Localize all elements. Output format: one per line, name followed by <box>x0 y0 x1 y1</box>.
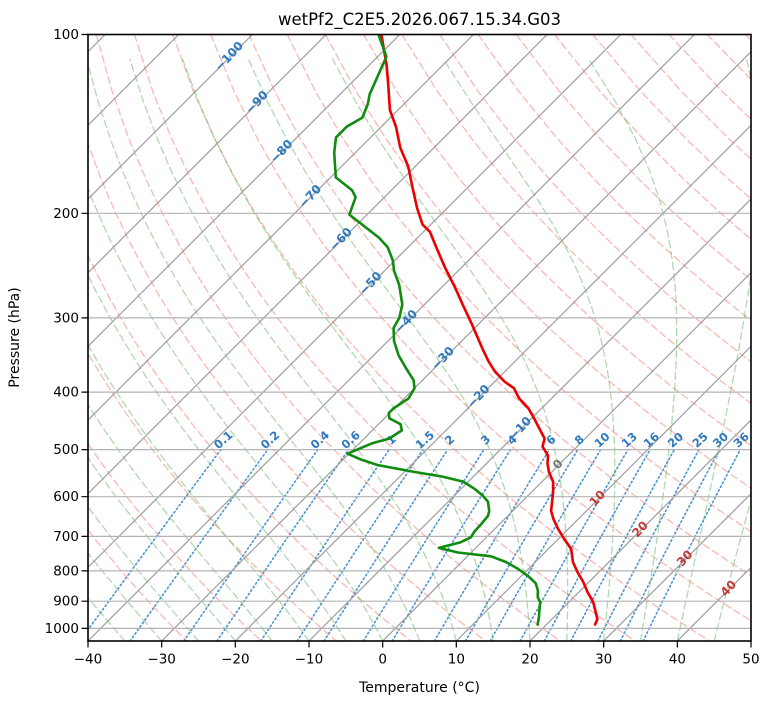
svg-text:−80: −80 <box>267 137 295 166</box>
isotherms <box>88 34 751 641</box>
svg-text:−10: −10 <box>506 414 534 443</box>
svg-text:1.5: 1.5 <box>413 428 438 452</box>
svg-text:8: 8 <box>572 432 587 448</box>
x-tick-label: 10 <box>448 652 465 668</box>
temperature-curve <box>380 34 599 626</box>
x-axis-label: Temperature (°C) <box>358 680 480 696</box>
axes: −40 −30 −20 −10 0 10 20 30 40 5010020030040050060… <box>45 27 760 668</box>
x-tick-label: 40 <box>669 652 686 668</box>
y-tick-label: 600 <box>53 489 79 505</box>
x-tick-label: −40 <box>74 652 103 668</box>
y-tick-label: 500 <box>53 442 79 458</box>
y-tick-label: 900 <box>53 594 79 610</box>
svg-text:−90: −90 <box>242 88 270 117</box>
svg-text:−60: −60 <box>326 225 354 254</box>
y-tick-label: 300 <box>53 310 79 326</box>
y-axis-label: Pressure (hPa) <box>7 287 23 387</box>
svg-text:2: 2 <box>442 432 457 448</box>
svg-text:0.4: 0.4 <box>308 428 333 452</box>
svg-text:25: 25 <box>689 429 710 450</box>
svg-text:20: 20 <box>665 429 686 450</box>
x-tick-label: 30 <box>595 652 612 668</box>
dry-adiabats <box>88 34 751 641</box>
x-tick-label: −20 <box>221 652 250 668</box>
y-tick-label: 200 <box>53 206 79 222</box>
y-axis: 100 200 300 400 500 600 700 800 900 1000 <box>45 27 89 637</box>
svg-text:−20: −20 <box>464 382 492 411</box>
svg-text:0.2: 0.2 <box>258 428 283 452</box>
svg-text:−100: −100 <box>212 39 246 74</box>
svg-text:16: 16 <box>641 429 662 450</box>
svg-text:10: 10 <box>591 429 612 450</box>
moist-adiabats <box>88 58 751 641</box>
svg-text:−30: −30 <box>428 344 456 373</box>
chart-title: wetPf2_C2E5.2026.067.15.34.G03 <box>278 10 561 30</box>
svg-text:3: 3 <box>478 432 493 448</box>
y-tick-label: 800 <box>53 563 79 579</box>
x-tick-label: 0 <box>378 652 387 668</box>
x-tick-label: −30 <box>147 652 176 668</box>
svg-text:0: 0 <box>550 456 566 472</box>
y-tick-label: 1000 <box>45 621 79 637</box>
x-tick-label: 50 <box>742 652 759 668</box>
svg-text:30: 30 <box>674 547 696 569</box>
x-tick-label: 20 <box>521 652 538 668</box>
y-tick-label: 700 <box>53 529 79 545</box>
svg-text:30: 30 <box>710 429 731 450</box>
x-axis: −40 −30 −20 −10 0 10 20 30 40 50 <box>74 640 760 668</box>
y-tick-label: 100 <box>53 27 79 43</box>
y-tick-label: 400 <box>53 385 79 401</box>
svg-text:13: 13 <box>619 429 640 450</box>
svg-text:36: 36 <box>731 429 752 450</box>
x-tick-label: −10 <box>295 652 324 668</box>
dewpoint-curve <box>332 34 542 626</box>
svg-text:−70: −70 <box>296 182 324 211</box>
svg-text:40: 40 <box>718 577 740 599</box>
svg-text:−50: −50 <box>356 269 384 298</box>
